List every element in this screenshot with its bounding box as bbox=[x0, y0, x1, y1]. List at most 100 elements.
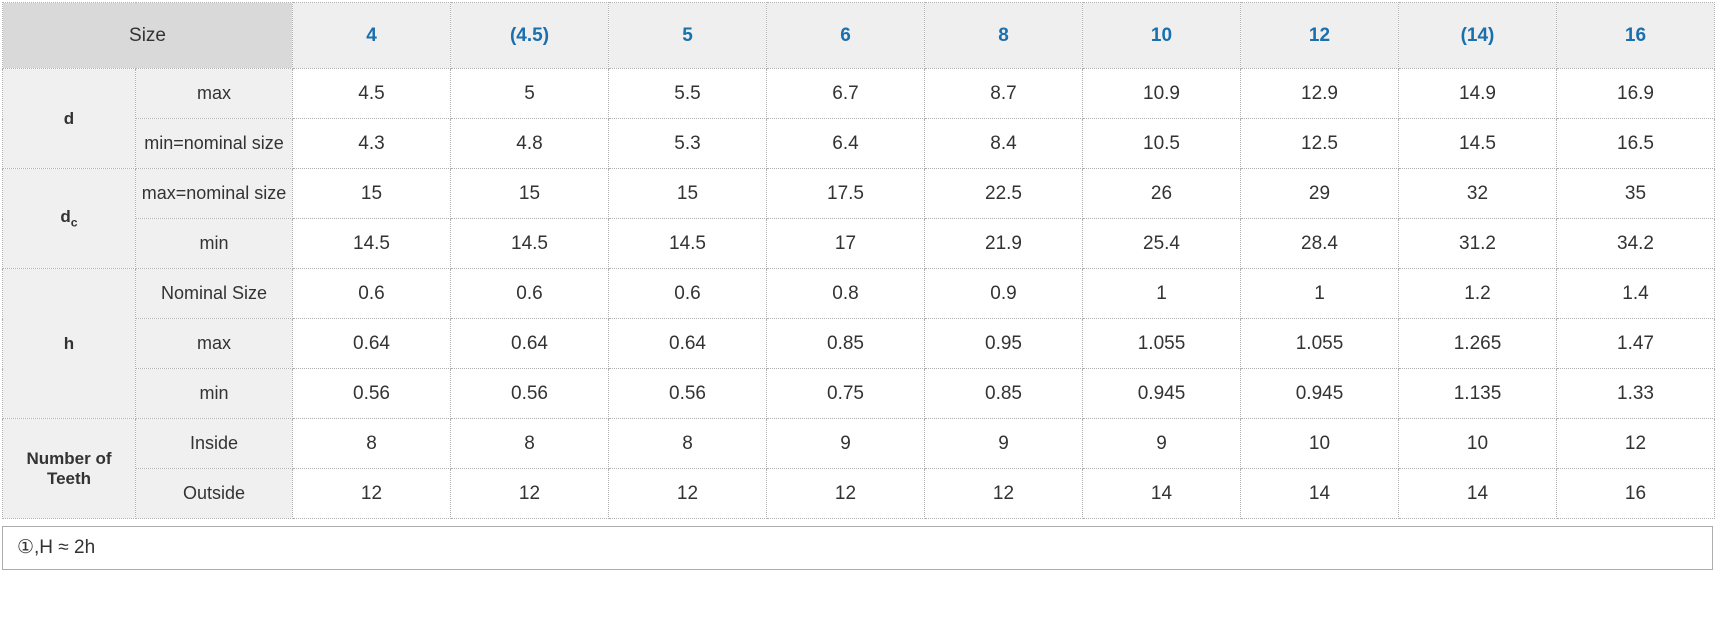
group-label-d: d bbox=[2, 68, 136, 169]
value-cell: 5 bbox=[450, 68, 609, 119]
row-label: max=nominal size bbox=[135, 168, 293, 219]
value-cell: 29 bbox=[1240, 168, 1399, 219]
value-cell: 35 bbox=[1556, 168, 1715, 219]
table-row: Number of Teeth Inside 8 8 8 9 9 9 10 10… bbox=[2, 418, 1715, 519]
value-cell: 8 bbox=[450, 418, 609, 469]
group-label-text: d bbox=[60, 207, 71, 227]
table-row: min 0.56 0.56 0.56 0.75 0.85 0.945 0.945… bbox=[3, 368, 1715, 419]
value-cell: 15 bbox=[608, 168, 767, 219]
value-cell: 8.4 bbox=[924, 118, 1083, 169]
spec-table: Size 4 (4.5) 5 6 8 10 12 (14) 16 d max 4… bbox=[2, 2, 1715, 519]
size-column-header-14[interactable]: (14) bbox=[1398, 2, 1557, 69]
size-column-header-16[interactable]: 16 bbox=[1556, 2, 1715, 69]
size-column-header-4[interactable]: 4 bbox=[292, 2, 451, 69]
table-row: h Nominal Size 0.6 0.6 0.6 0.8 0.9 1 1 1… bbox=[2, 268, 1715, 419]
value-cell: 16.5 bbox=[1556, 118, 1715, 169]
row-label: max bbox=[135, 68, 293, 119]
value-cell: 1.2 bbox=[1398, 268, 1557, 319]
value-cell: 1.055 bbox=[1082, 318, 1241, 369]
value-cell: 1.47 bbox=[1556, 318, 1715, 369]
value-cell: 12 bbox=[608, 468, 767, 519]
value-cell: 4.3 bbox=[292, 118, 451, 169]
value-cell: 4.8 bbox=[450, 118, 609, 169]
value-cell: 14.5 bbox=[608, 218, 767, 269]
value-cell: 26 bbox=[1082, 168, 1241, 219]
value-cell: 12 bbox=[450, 468, 609, 519]
value-cell: 0.56 bbox=[450, 368, 609, 419]
size-column-header-8[interactable]: 8 bbox=[924, 2, 1083, 69]
value-cell: 1 bbox=[1240, 268, 1399, 319]
group-label-text: Number of Teeth bbox=[26, 448, 112, 488]
value-cell: 16.9 bbox=[1556, 68, 1715, 119]
value-cell: 1.4 bbox=[1556, 268, 1715, 319]
row-label: Nominal Size bbox=[135, 268, 293, 319]
value-cell: 0.85 bbox=[924, 368, 1083, 419]
value-cell: 9 bbox=[1082, 418, 1241, 469]
value-cell: 8 bbox=[292, 418, 451, 469]
value-cell: 0.64 bbox=[292, 318, 451, 369]
value-cell: 0.945 bbox=[1240, 368, 1399, 419]
value-cell: 32 bbox=[1398, 168, 1557, 219]
value-cell: 6.4 bbox=[766, 118, 925, 169]
value-cell: 12.5 bbox=[1240, 118, 1399, 169]
size-column-header-5[interactable]: 5 bbox=[608, 2, 767, 69]
group-label-text: h bbox=[63, 333, 75, 353]
value-cell: 0.8 bbox=[766, 268, 925, 319]
value-cell: 25.4 bbox=[1082, 218, 1241, 269]
row-label: Inside bbox=[135, 418, 293, 469]
value-cell: 0.945 bbox=[1082, 368, 1241, 419]
size-column-header-6[interactable]: 6 bbox=[766, 2, 925, 69]
row-label: max bbox=[135, 318, 293, 369]
value-cell: 0.56 bbox=[292, 368, 451, 419]
value-cell: 0.6 bbox=[608, 268, 767, 319]
row-label: min bbox=[135, 218, 293, 269]
value-cell: 6.7 bbox=[766, 68, 925, 119]
value-cell: 12 bbox=[292, 468, 451, 519]
value-cell: 14 bbox=[1240, 468, 1399, 519]
value-cell: 21.9 bbox=[924, 218, 1083, 269]
value-cell: 28.4 bbox=[1240, 218, 1399, 269]
value-cell: 14.5 bbox=[450, 218, 609, 269]
value-cell: 0.75 bbox=[766, 368, 925, 419]
value-cell: 0.9 bbox=[924, 268, 1083, 319]
value-cell: 1.33 bbox=[1556, 368, 1715, 419]
value-cell: 0.6 bbox=[292, 268, 451, 319]
value-cell: 15 bbox=[292, 168, 451, 219]
size-column-header-12[interactable]: 12 bbox=[1240, 2, 1399, 69]
group-label-subscript: c bbox=[70, 215, 78, 230]
group-label-text: d bbox=[63, 108, 75, 128]
table-row: Outside 12 12 12 12 12 14 14 14 16 bbox=[3, 468, 1715, 519]
row-label: Outside bbox=[135, 468, 293, 519]
value-cell: 31.2 bbox=[1398, 218, 1557, 269]
size-corner-header: Size bbox=[2, 2, 293, 69]
page: Size 4 (4.5) 5 6 8 10 12 (14) 16 d max 4… bbox=[2, 2, 1715, 570]
value-cell: 1.055 bbox=[1240, 318, 1399, 369]
value-cell: 0.64 bbox=[450, 318, 609, 369]
value-cell: 12 bbox=[1556, 418, 1715, 469]
value-cell: 14.5 bbox=[292, 218, 451, 269]
row-label: min bbox=[135, 368, 293, 419]
value-cell: 12 bbox=[924, 468, 1083, 519]
value-cell: 10.5 bbox=[1082, 118, 1241, 169]
value-cell: 14 bbox=[1082, 468, 1241, 519]
value-cell: 17 bbox=[766, 218, 925, 269]
value-cell: 0.85 bbox=[766, 318, 925, 369]
value-cell: 1.135 bbox=[1398, 368, 1557, 419]
table-row: max 0.64 0.64 0.64 0.85 0.95 1.055 1.055… bbox=[3, 318, 1715, 369]
value-cell: 0.95 bbox=[924, 318, 1083, 369]
value-cell: 10 bbox=[1240, 418, 1399, 469]
value-cell: 0.56 bbox=[608, 368, 767, 419]
value-cell: 34.2 bbox=[1556, 218, 1715, 269]
value-cell: 5.5 bbox=[608, 68, 767, 119]
group-label-h: h bbox=[2, 268, 136, 419]
header-row: Size 4 (4.5) 5 6 8 10 12 (14) 16 bbox=[2, 2, 1715, 69]
value-cell: 22.5 bbox=[924, 168, 1083, 219]
value-cell: 10.9 bbox=[1082, 68, 1241, 119]
group-label-number-of-teeth: Number of Teeth bbox=[2, 418, 136, 519]
size-column-header-10[interactable]: 10 bbox=[1082, 2, 1241, 69]
value-cell: 5.3 bbox=[608, 118, 767, 169]
value-cell: 0.64 bbox=[608, 318, 767, 369]
size-column-header-4_5[interactable]: (4.5) bbox=[450, 2, 609, 69]
table-row: dc max=nominal size 15 15 15 17.5 22.5 2… bbox=[2, 168, 1715, 269]
footnote: ①,H ≈ 2h bbox=[2, 526, 1713, 570]
